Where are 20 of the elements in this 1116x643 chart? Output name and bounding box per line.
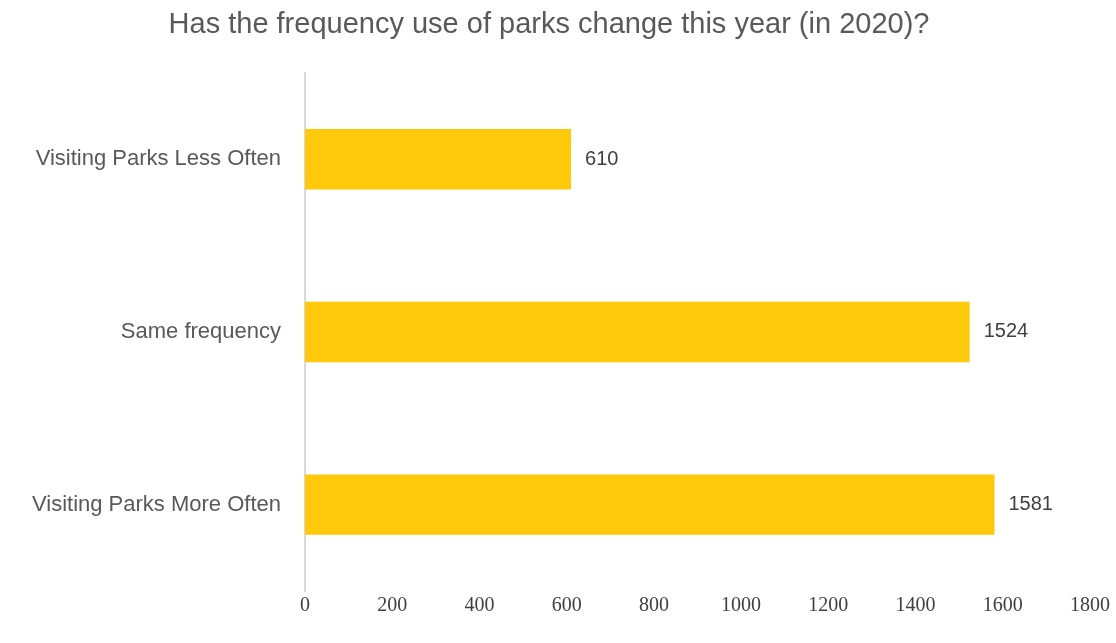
x-tick-label: 600 [551, 593, 582, 616]
x-tick-label: 200 [377, 593, 408, 616]
x-tick-label: 0 [300, 593, 310, 616]
x-tick-label: 1800 [1070, 593, 1110, 616]
bar [305, 301, 970, 363]
x-tick-label: 1200 [808, 593, 849, 616]
y-tick-label: Visiting Parks Less Often [35, 145, 281, 171]
data-label: 610 [585, 146, 619, 169]
x-tick-label: 1000 [721, 593, 762, 616]
x-tick-label: 400 [464, 593, 495, 616]
bar [305, 474, 995, 535]
x-tick-label: 1400 [895, 593, 936, 616]
bar [305, 128, 572, 190]
data-label: 1581 [1008, 492, 1053, 515]
chart-title: Has the frequency use of parks change this year (in 2020)? [168, 7, 930, 40]
y-tick-label: Same frequency [120, 317, 281, 343]
y-tick-label: Visiting Parks More Often [31, 490, 281, 516]
data-label: 1524 [983, 319, 1029, 342]
x-tick-label: 1600 [982, 593, 1023, 616]
x-tick-label: 800 [638, 593, 669, 616]
